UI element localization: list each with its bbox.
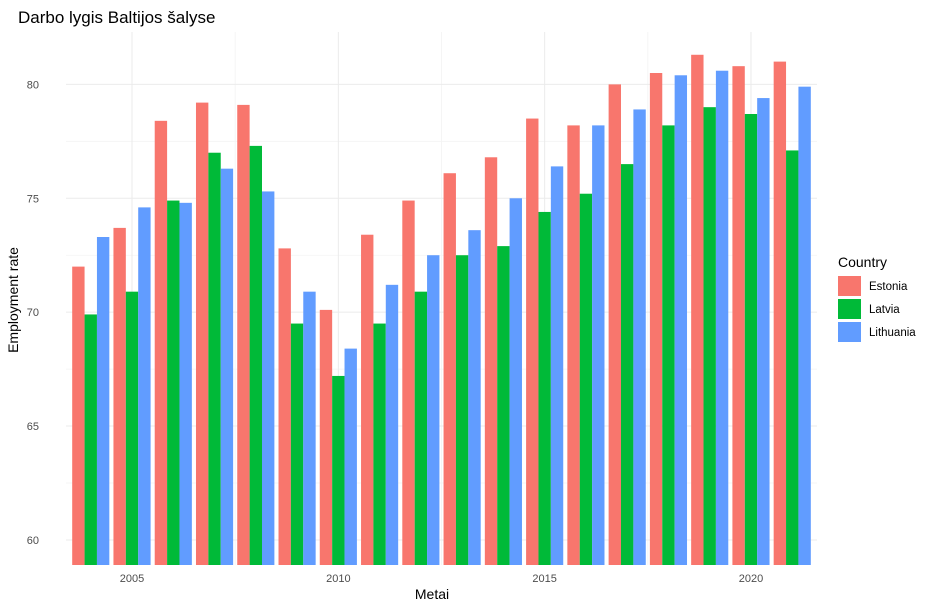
bar-latvia-2008	[249, 145, 262, 565]
bar-lithuania-2013	[468, 230, 481, 566]
bar-latvia-2019	[703, 107, 716, 566]
bars	[72, 54, 811, 566]
legend-label-lithuania: Lithuania	[869, 327, 916, 339]
bar-lithuania-2014	[509, 198, 522, 565]
y-tick-label: 60	[27, 535, 39, 547]
bar-estonia-2012	[402, 200, 415, 565]
bar-estonia-2015	[526, 118, 539, 565]
bar-lithuania-2019	[715, 70, 729, 565]
bar-lithuania-2015	[550, 166, 564, 565]
bar-lithuania-2016	[592, 125, 605, 565]
bar-latvia-2009	[290, 323, 304, 565]
x-axis-title: Metai	[415, 586, 449, 602]
bar-estonia-2016	[567, 125, 580, 565]
y-tick-label: 75	[27, 193, 39, 205]
bar-estonia-2018	[649, 73, 663, 565]
bar-lithuania-2005	[138, 207, 151, 565]
bar-lithuania-2008	[262, 191, 275, 565]
bar-lithuania-2011	[385, 284, 399, 565]
x-tick-label: 2010	[326, 573, 350, 585]
legend-key-latvia	[838, 299, 861, 319]
y-tick-label: 80	[27, 79, 39, 91]
bar-lithuania-2020	[757, 98, 770, 565]
bar-lithuania-2018	[674, 75, 688, 565]
x-tick-labels: 2005 2010 2015 2020	[120, 573, 763, 585]
bar-latvia-2021	[786, 150, 799, 565]
legend: Country Estonia Latvia Lithuania	[838, 254, 916, 342]
bar-estonia-2017	[608, 84, 621, 565]
bar-estonia-2011	[361, 234, 374, 565]
bar-lithuania-2006	[179, 202, 192, 565]
bar-estonia-2021	[773, 61, 787, 566]
x-tick-label: 2005	[120, 573, 144, 585]
bar-latvia-2011	[373, 323, 386, 565]
legend-label-estonia: Estonia	[869, 281, 908, 293]
bar-estonia-2010	[319, 309, 333, 565]
bar-estonia-2004	[72, 266, 85, 565]
bar-latvia-2017	[621, 164, 634, 566]
legend-key-estonia	[838, 276, 861, 296]
bar-latvia-2015	[538, 211, 551, 565]
bar-estonia-2008	[237, 104, 250, 565]
bar-lithuania-2017	[633, 109, 646, 565]
bar-estonia-2019	[691, 54, 704, 565]
bar-estonia-2006	[154, 120, 168, 565]
bar-lithuania-2004	[96, 237, 110, 565]
bar-estonia-2020	[732, 66, 745, 566]
bar-latvia-2007	[208, 152, 221, 565]
bar-latvia-2020	[744, 114, 758, 565]
y-tick-label: 65	[27, 421, 39, 433]
x-tick-label: 2015	[532, 573, 556, 585]
y-tick-label: 70	[27, 307, 39, 319]
bar-lithuania-2007	[220, 168, 234, 566]
legend-title: Country	[838, 254, 887, 270]
bar-latvia-2018	[662, 125, 675, 565]
bar-latvia-2013	[455, 255, 469, 565]
bar-lithuania-2012	[427, 255, 440, 565]
bar-latvia-2010	[332, 375, 345, 565]
bar-estonia-2007	[195, 102, 209, 566]
bar-estonia-2014	[484, 157, 498, 565]
bar-lithuania-2021	[798, 86, 811, 566]
y-tick-labels: 60 65 70 75 80	[27, 79, 39, 547]
bar-lithuania-2009	[303, 291, 316, 565]
legend-label-latvia: Latvia	[869, 304, 900, 316]
bar-latvia-2012	[414, 291, 428, 565]
bar-latvia-2004	[84, 314, 97, 565]
x-tick-label: 2020	[739, 573, 763, 585]
bar-lithuania-2010	[344, 348, 357, 565]
legend-key-lithuania	[838, 322, 861, 342]
bar-estonia-2009	[278, 248, 291, 565]
bar-latvia-2006	[167, 200, 180, 565]
bar-estonia-2013	[443, 173, 456, 565]
bar-latvia-2014	[497, 246, 510, 566]
bar-latvia-2016	[579, 193, 593, 565]
bar-estonia-2005	[113, 227, 126, 565]
bar-latvia-2005	[125, 291, 139, 565]
chart-title: Darbo lygis Baltijos šalyse	[18, 8, 215, 27]
y-axis-title: Employment rate	[5, 247, 21, 353]
